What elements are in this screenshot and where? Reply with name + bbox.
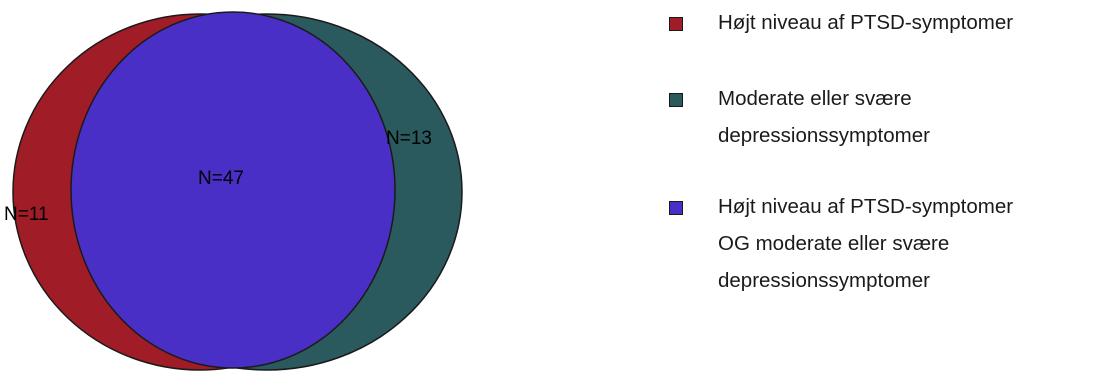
legend-label-both-line-2: OG moderate eller svære [718,232,950,255]
legend-label-both-line-3: depressionssymptomer [718,269,930,292]
legend-label-depression: Moderate eller svære depressionssymptome… [718,80,930,154]
legend-swatch-depression [669,93,683,107]
depression-only-count: N=13 [386,128,432,149]
intersection-count: N=47 [198,168,244,189]
legend-label-both-line-1: Højt niveau af PTSD-symptomer [718,195,1014,218]
ptsd-only-count: N=11 [4,204,49,225]
legend-label-depression-line-2: depressionssymptomer [718,124,930,147]
legend-label-both: Højt niveau af PTSD-symptomer OG moderat… [718,188,1013,299]
legend-swatch-ptsd [669,17,683,31]
venn-diagram: N=11 N=47 N=13 [4,11,463,371]
legend-label-ptsd: Højt niveau af PTSD-symptomer [718,4,1013,41]
legend-swatch-both [669,201,683,215]
legend-label-depression-line-1: Moderate eller svære [718,87,912,110]
intersection-ellipse [70,11,396,369]
legend-label-ptsd-line-1: Højt niveau af PTSD-symptomer [718,11,1014,34]
